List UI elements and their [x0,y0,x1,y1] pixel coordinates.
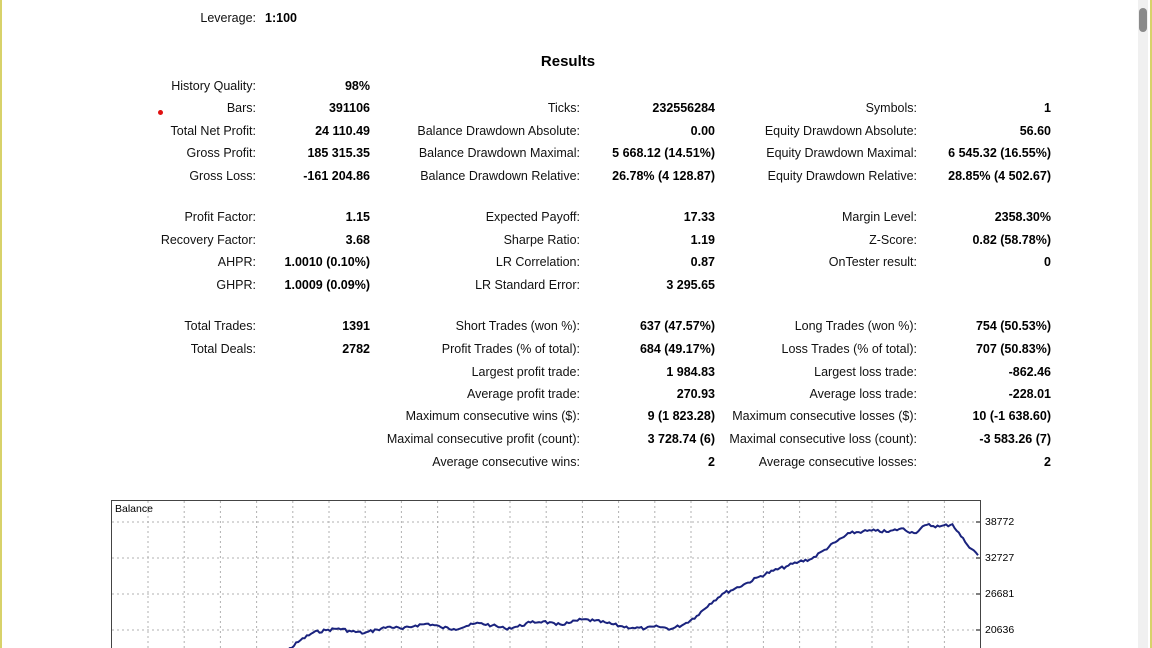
stat-label: GHPR: [216,278,256,292]
stat-label: Average consecutive losses: [758,455,917,469]
stat-value: 684 (49.17%) [639,342,715,356]
stat-value: -161 204.86 [303,169,370,183]
stat-label: Ticks: [547,101,580,115]
stat-value: -228.01 [1008,387,1051,401]
stat-label: Equity Drawdown Maximal: [766,146,917,160]
leverage-label: Leverage: [200,11,256,25]
stat-value: 5 668.12 (14.51%) [612,146,715,160]
stat-label: Recovery Factor: [160,233,256,247]
stat-label: Average consecutive wins: [432,455,580,469]
leverage-value: 1:100 [265,11,297,25]
stat-value: 0.82 (58.78%) [972,233,1051,247]
history-quality-value: 98% [344,79,370,93]
stat-value: 1.0010 (0.10%) [284,255,370,269]
y-tick-label: 32727 [985,552,1015,564]
stat-label: Sharpe Ratio: [503,233,580,247]
stat-value: 185 315.35 [307,146,370,160]
history-quality-label: History Quality: [171,79,256,93]
stat-value: 2 [708,455,715,469]
stat-value: 1 [1044,101,1051,115]
y-tick-label: 20636 [985,624,1015,636]
stat-label: Maximal consecutive profit (count): [386,432,580,446]
stat-value: 0.87 [690,255,715,269]
stat-value: 1.15 [345,210,370,224]
stat-value: 1391 [342,319,370,333]
stat-label: Margin Level: [841,210,917,224]
stat-label: Total Net Profit: [170,124,256,138]
stat-label: Average loss trade: [809,387,917,401]
stat-label: Maximum consecutive losses ($): [732,409,917,423]
stat-label: Balance Drawdown Absolute: [417,124,580,138]
stat-label: Long Trades (won %): [794,319,917,333]
balance-chart-svg [112,501,980,648]
balance-series-line [288,522,979,648]
stat-label: Symbols: [865,101,917,115]
stat-value: 232556284 [652,101,715,115]
stat-label: Balance Drawdown Maximal: [418,146,580,160]
stat-value: 17.33 [683,210,715,224]
stat-label: Bars: [226,101,256,115]
stat-value: 391106 [328,101,370,115]
scrollbar-thumb[interactable] [1139,8,1147,32]
stat-label: Equity Drawdown Relative: [767,169,917,183]
y-tick-label: 38772 [985,516,1015,528]
stat-label: Gross Loss: [189,169,256,183]
stat-value: 3.68 [345,233,370,247]
stat-value: 24 110.49 [315,124,370,138]
stat-value: 28.85% (4 502.67) [948,169,1051,183]
stat-value: 0 [1044,255,1051,269]
stat-value: 2782 [342,342,370,356]
stat-value: 10 (-1 638.60) [972,409,1051,423]
stat-label: Largest loss trade: [814,365,917,379]
stat-value: 1.0009 (0.09%) [284,278,370,292]
stat-value: 270.93 [676,387,715,401]
stat-label: Profit Trades (% of total): [441,342,580,356]
stat-label: Loss Trades (% of total): [781,342,917,356]
stat-value: -3 583.26 (7) [979,432,1051,446]
stat-value: 754 (50.53%) [975,319,1051,333]
stat-label: Gross Profit: [186,146,256,160]
red-marker [158,110,163,115]
chart-title: Balance [115,503,153,515]
stat-value: 2 [1044,455,1051,469]
stat-label: Maximal consecutive loss (count): [729,432,917,446]
stat-value: 1.19 [690,233,715,247]
stat-label: LR Correlation: [495,255,580,269]
stat-value: 2358.30% [994,210,1051,224]
stat-label: Short Trades (won %): [455,319,580,333]
stat-label: Total Deals: [190,342,256,356]
balance-chart [111,500,981,648]
stat-label: OnTester result: [828,255,917,269]
vertical-scrollbar[interactable] [1138,0,1148,648]
stat-label: Total Trades: [184,319,256,333]
stat-value: 6 545.32 (16.55%) [948,146,1051,160]
results-title: Results [540,53,596,70]
stat-label: AHPR: [217,255,256,269]
stat-label: Balance Drawdown Relative: [420,169,580,183]
stat-value: 0.00 [690,124,715,138]
stat-label: Expected Payoff: [485,210,580,224]
stat-value: 9 (1 823.28) [647,409,715,423]
y-tick-label: 26681 [985,588,1015,600]
stat-value: 707 (50.83%) [975,342,1051,356]
stat-value: 26.78% (4 128.87) [612,169,715,183]
stat-value: 637 (47.57%) [639,319,715,333]
stat-value: 3 295.65 [666,278,715,292]
stat-label: Maximum consecutive wins ($): [405,409,580,423]
stat-value: 56.60 [1019,124,1051,138]
stat-label: Largest profit trade: [471,365,580,379]
stat-value: -862.46 [1008,365,1051,379]
stat-value: 3 728.74 (6) [647,432,715,446]
stat-label: Z-Score: [869,233,917,247]
stat-label: LR Standard Error: [475,278,580,292]
stat-label: Average profit trade: [466,387,580,401]
stat-label: Equity Drawdown Absolute: [764,124,917,138]
stat-value: 1 984.83 [666,365,715,379]
stat-label: Profit Factor: [184,210,256,224]
